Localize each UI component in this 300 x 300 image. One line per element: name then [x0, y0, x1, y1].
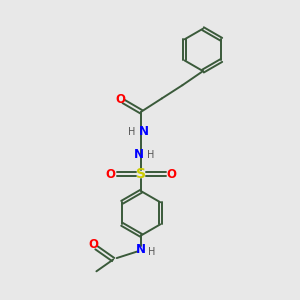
Text: O: O: [106, 168, 116, 181]
Text: H: H: [128, 127, 135, 137]
Text: H: H: [147, 150, 154, 160]
Text: N: N: [139, 125, 148, 138]
Text: S: S: [136, 167, 146, 181]
Text: O: O: [88, 238, 98, 251]
Text: N: N: [136, 243, 146, 256]
Text: H: H: [148, 247, 155, 256]
Text: O: O: [167, 168, 176, 181]
Text: O: O: [115, 93, 125, 106]
Text: N: N: [134, 148, 144, 161]
